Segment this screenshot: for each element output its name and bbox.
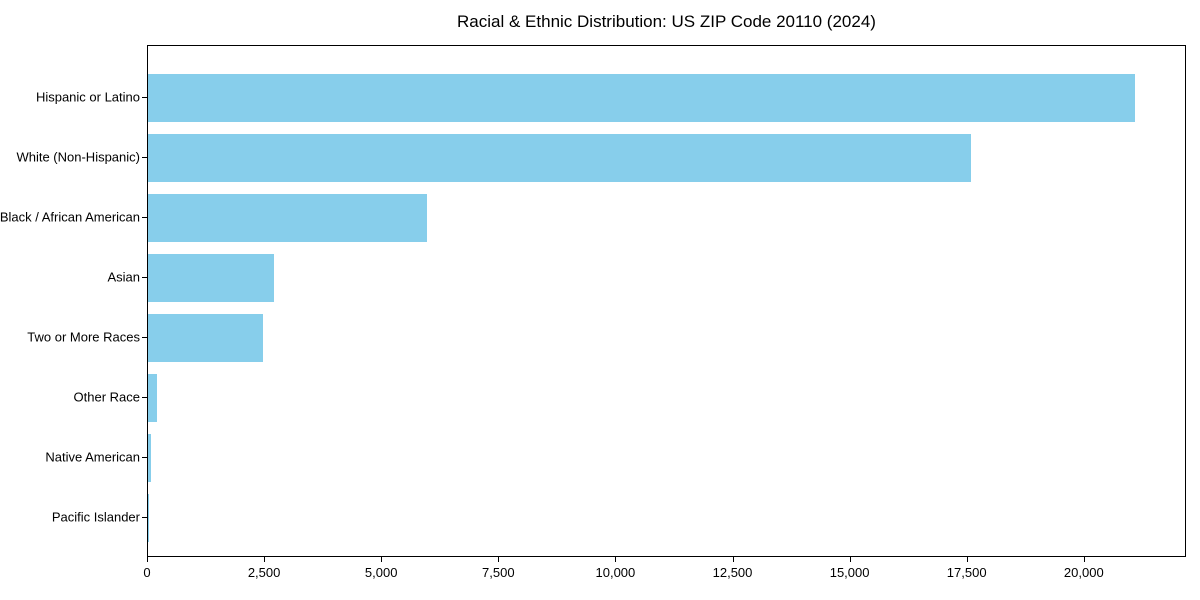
x-tick-label: 0 <box>143 565 151 580</box>
bar-white-non-hispanic <box>148 134 971 182</box>
y-tick-mark <box>142 517 147 518</box>
y-tick-mark <box>142 157 147 158</box>
bar-two-or-more-races <box>148 314 263 362</box>
x-tick-label: 7,500 <box>482 565 515 580</box>
y-tick-label: White (Non-Hispanic) <box>16 149 140 165</box>
y-tick-label: Black / African American <box>0 209 140 225</box>
y-tick-label: Pacific Islander <box>51 509 140 525</box>
y-tick-mark <box>142 397 147 398</box>
y-tick-mark <box>142 457 147 458</box>
x-tick-label: 10,000 <box>595 565 636 580</box>
bar-pacific-islander <box>148 494 149 542</box>
bar-asian <box>148 254 274 302</box>
y-tick-label: Other Race <box>73 389 140 405</box>
x-tick-mark <box>966 557 968 562</box>
x-tick-mark <box>849 557 851 562</box>
x-tick-mark <box>615 557 617 562</box>
y-tick-mark <box>142 97 147 98</box>
bar-hispanic-or-latino <box>148 74 1135 122</box>
x-tick-label: 12,500 <box>712 565 753 580</box>
x-tick-mark <box>732 557 734 562</box>
x-tick-label: 15,000 <box>829 565 870 580</box>
x-tick-mark <box>147 557 148 562</box>
y-tick-label: Native American <box>45 449 140 465</box>
x-tick-label: 5,000 <box>364 565 398 580</box>
x-tick-mark <box>264 557 266 562</box>
y-tick-mark <box>142 337 147 338</box>
x-tick-label: 20,000 <box>1063 565 1104 580</box>
y-tick-label: Hispanic or Latino <box>35 89 140 105</box>
x-tick-label: 2,500 <box>247 565 281 580</box>
bar-native-american <box>148 434 151 482</box>
x-tick-mark <box>1083 557 1085 562</box>
bar-other-race <box>148 374 157 422</box>
x-tick-label: 17,500 <box>946 565 987 580</box>
y-tick-label: Two or More Races <box>27 329 140 345</box>
y-tick-mark <box>142 277 147 278</box>
x-tick-mark <box>381 557 383 562</box>
x-tick-mark <box>498 557 500 562</box>
chart-title: Racial & Ethnic Distribution: US ZIP Cod… <box>457 12 876 31</box>
y-tick-label: Asian <box>107 269 140 285</box>
y-tick-mark <box>142 217 147 218</box>
bar-black-african-american <box>148 194 427 242</box>
plot-area <box>147 45 1186 557</box>
